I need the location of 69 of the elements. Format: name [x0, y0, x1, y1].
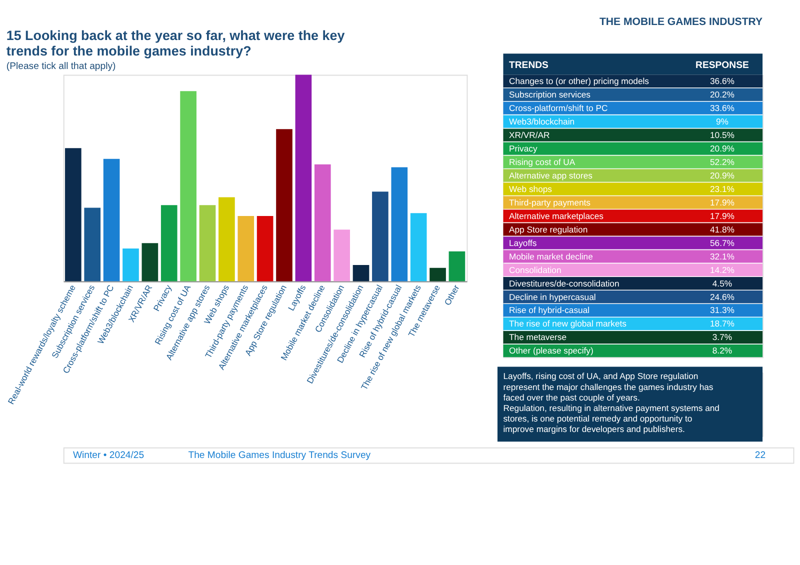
data-label: 36.6%: [710, 76, 735, 86]
data-label: 3.7%: [712, 332, 732, 342]
bar: [218, 197, 235, 282]
bar: [314, 164, 331, 282]
chart-subtitle: (Please tick all that apply): [6, 61, 116, 72]
bar: [391, 167, 408, 282]
bar: [199, 205, 216, 282]
bar: [352, 264, 370, 282]
data-label: 10.5%: [710, 130, 735, 140]
category-label: Other (please specify): [509, 346, 594, 356]
data-label: 20.9%: [710, 143, 735, 154]
category-label: Changes to (or other) pricing models: [509, 76, 649, 86]
x-tick-label: Other: [442, 283, 462, 307]
text: The Mobile Games Industry Trends Survey: [188, 450, 371, 461]
data-label: 24.6%: [710, 292, 735, 302]
data-label: 20.9%: [710, 170, 735, 180]
category-label: Subscription services: [509, 89, 591, 100]
text: TRENDS: [509, 60, 550, 72]
chart-title: 15 Looking back at the year so far, what were the key trends for the mobile games industry?: [6, 28, 346, 59]
bar: [103, 158, 120, 282]
data-label: 17.9%: [710, 197, 735, 208]
bar: [334, 230, 350, 282]
bar: [276, 129, 292, 282]
data-label: 20.2%: [710, 89, 735, 100]
category-label: Layoffs: [509, 238, 537, 248]
category-label: Web shops: [509, 184, 552, 194]
text: Layoffs, rising cost of UA, and App Store regulation represent the major challenges the games industry has faced over the past couple of years.: [503, 371, 714, 402]
data-label: 14.2%: [710, 264, 735, 275]
category-label: Web3/blockchain: [509, 116, 575, 126]
text: Regulation, resulting in alternative payment systems and stores, is one potential remedy and opportunity to improve margins for developers and publishers.: [503, 402, 720, 434]
bar: [180, 91, 196, 282]
data-label: 32.1%: [710, 251, 735, 262]
data-label: 4.5%: [712, 278, 732, 288]
category-label: Third-party payments: [509, 197, 591, 208]
category-label: Mobile market decline: [509, 251, 594, 262]
data-label: 17.9%: [710, 210, 735, 221]
bar: [238, 216, 254, 282]
bar: [256, 216, 274, 282]
data-label: 9%: [716, 116, 729, 126]
data-label: 23.1%: [710, 184, 735, 194]
bar: [142, 243, 158, 282]
data-label: 41.8%: [710, 224, 735, 234]
category-label: Privacy: [509, 143, 538, 154]
data-label: 33.6%: [710, 102, 735, 113]
text: THE MOBILE GAMES INDUSTRY: [599, 16, 763, 28]
text: RESPONSE: [696, 60, 750, 72]
category-label: Rising cost of UA: [509, 156, 576, 167]
data-label: 31.3%: [710, 305, 735, 316]
bar: [448, 251, 466, 282]
bar: [430, 268, 446, 282]
bar: [372, 192, 388, 282]
bar: [410, 213, 427, 282]
bar: [160, 205, 178, 282]
data-label: 56.7%: [710, 238, 735, 248]
category-label: Consolidation: [509, 264, 562, 275]
bar: [84, 208, 101, 282]
category-label: XR/VR/AR: [509, 130, 550, 140]
category-label: Alternative marketplaces: [509, 210, 604, 221]
category-label: App Store regulation: [509, 224, 588, 234]
bar: [295, 74, 312, 282]
category-label: Alternative app stores: [509, 170, 592, 180]
text: Winter • 2024/25: [72, 450, 144, 461]
category-label: Cross-platform/shift to PC: [509, 102, 608, 113]
bar: [122, 248, 139, 282]
data-label: 8.2%: [712, 346, 732, 356]
data-label: 52.2%: [710, 156, 735, 167]
bar: [65, 148, 82, 282]
data-label: 18.7%: [710, 318, 735, 329]
text: 22: [754, 450, 766, 461]
